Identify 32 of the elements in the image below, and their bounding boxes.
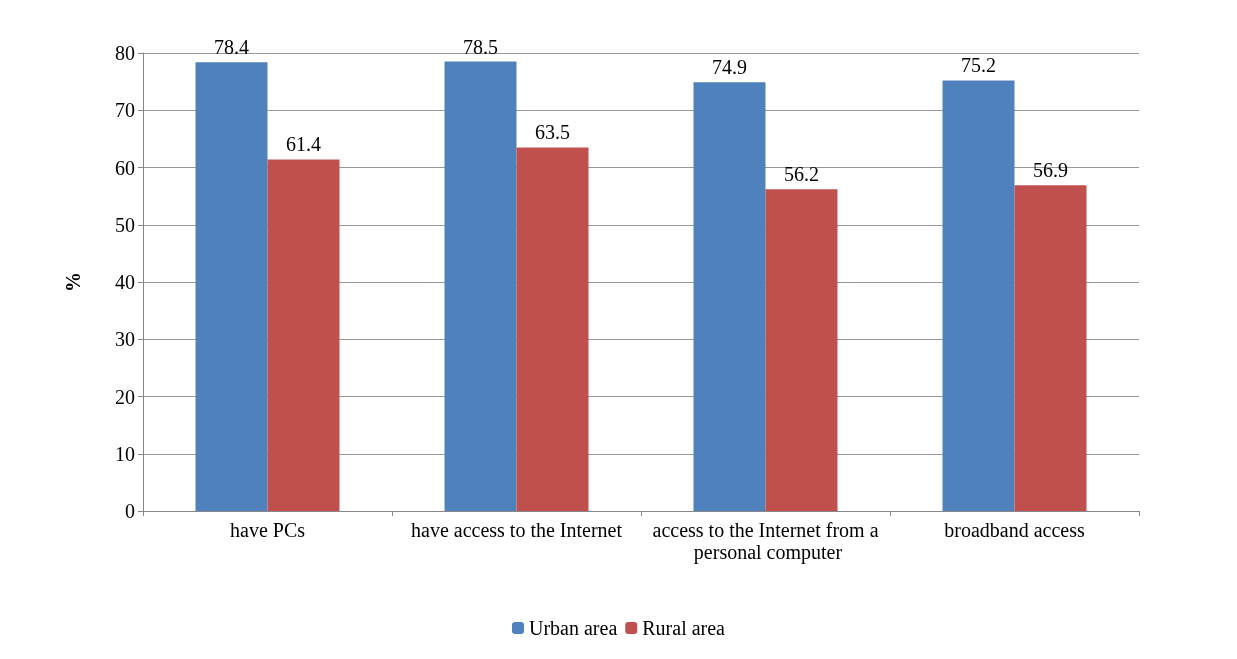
y-tick-label: 10 xyxy=(115,442,135,465)
legend-label: Urban area xyxy=(529,617,618,639)
bar xyxy=(693,82,766,511)
data-label: 78.5 xyxy=(463,35,498,58)
bar xyxy=(516,147,589,511)
data-label: 61.4 xyxy=(286,133,321,156)
bar xyxy=(765,189,838,511)
data-label: 63.5 xyxy=(535,121,570,144)
data-label: 56.9 xyxy=(1033,159,1068,182)
bar xyxy=(195,62,268,511)
x-tick-label: have PCs xyxy=(230,519,306,541)
data-label: 56.2 xyxy=(784,163,819,186)
y-tick-label: 60 xyxy=(115,156,135,179)
y-tick-label: 30 xyxy=(115,328,135,351)
y-axis-title: % xyxy=(62,272,84,292)
data-label: 74.9 xyxy=(712,56,747,79)
bar xyxy=(267,159,340,511)
legend-label: Rural area xyxy=(642,617,726,639)
y-tick-label: 50 xyxy=(115,213,135,236)
y-tick-label: 80 xyxy=(115,42,135,64)
bar xyxy=(444,61,517,511)
data-label: 75.2 xyxy=(961,54,996,77)
bar xyxy=(942,80,1015,511)
x-tick-label: access to the Internet from a personal computer xyxy=(652,519,879,564)
y-tick-label: 0 xyxy=(125,500,135,522)
bar xyxy=(1014,185,1087,511)
y-tick-label: 20 xyxy=(115,385,135,408)
x-tick-label: have access to the Internet xyxy=(410,519,623,541)
y-tick-label: 70 xyxy=(115,99,135,122)
y-tick-label: 40 xyxy=(115,271,135,293)
data-label: 78.4 xyxy=(214,36,249,59)
x-tick-label: broadband access xyxy=(944,519,1085,541)
